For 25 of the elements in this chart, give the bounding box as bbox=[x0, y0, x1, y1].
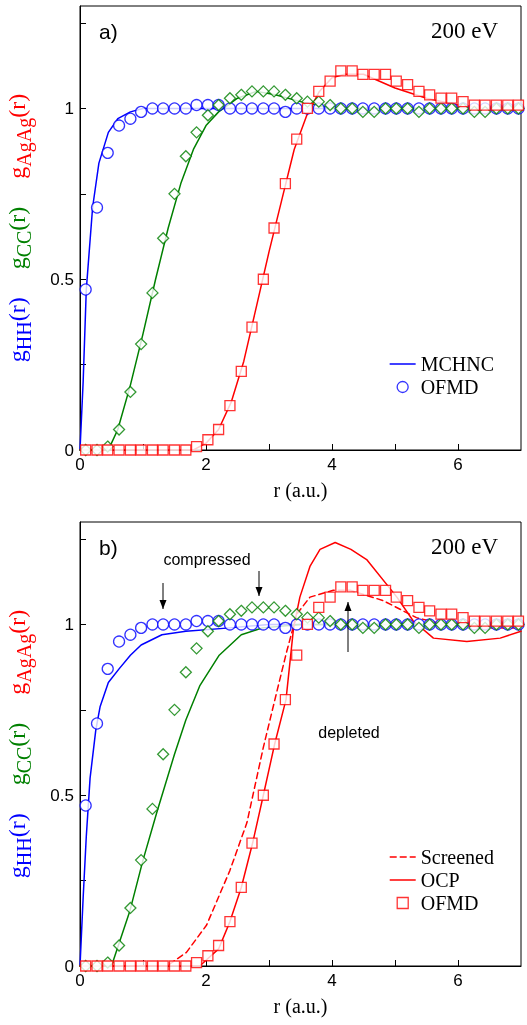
x-tick-label: 6 bbox=[453, 971, 463, 990]
x-tick-label: 2 bbox=[201, 455, 211, 474]
legend-label: MCHNC bbox=[420, 353, 495, 375]
text: b) bbox=[99, 536, 118, 559]
x-axis-title: r (a.u.) bbox=[273, 479, 328, 502]
x-tick-label: 6 bbox=[453, 455, 463, 474]
annotation: compressed bbox=[163, 550, 251, 568]
x-axis-title: r (a.u.) bbox=[273, 995, 328, 1018]
x-tick-label: 4 bbox=[327, 971, 337, 990]
y-tick-label: 0.5 bbox=[50, 785, 74, 805]
y-tick-label: 1 bbox=[64, 614, 74, 634]
y-tick-label: 0 bbox=[64, 956, 74, 976]
text: 200 eV bbox=[430, 18, 499, 43]
legend-label: OFMD bbox=[420, 376, 479, 398]
text: 200 eV bbox=[430, 534, 499, 559]
text: a) bbox=[99, 20, 118, 43]
y-tick-label: 0.5 bbox=[50, 269, 74, 289]
legend-label: OCP bbox=[420, 869, 460, 891]
y-tick-label: 1 bbox=[64, 98, 74, 118]
x-tick-label: 2 bbox=[201, 971, 211, 990]
x-tick-label: 4 bbox=[327, 455, 337, 474]
legend-label: Screened bbox=[420, 846, 495, 868]
annotation: depleted bbox=[318, 723, 380, 741]
legend-label: OFMD bbox=[420, 892, 479, 914]
y-tick-label: 0 bbox=[64, 440, 74, 460]
